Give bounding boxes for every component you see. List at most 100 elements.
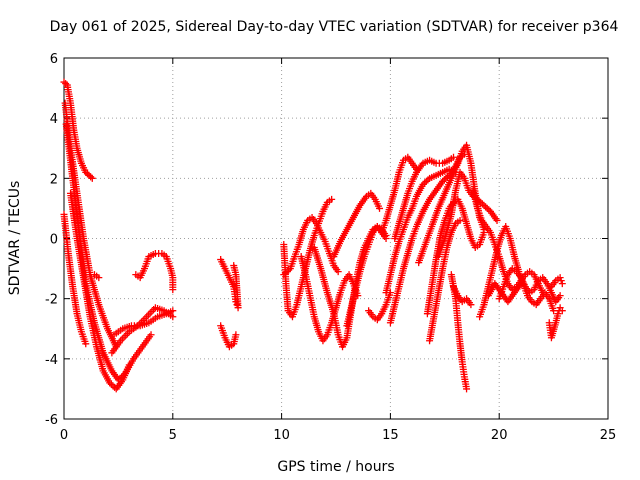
data-point: [147, 331, 155, 339]
series-arc-12: [280, 195, 336, 321]
y-tick-label: 6: [50, 52, 58, 67]
data-point: [376, 204, 384, 212]
data-point: [450, 153, 458, 161]
data-point: [88, 174, 96, 182]
series-arc-32: [484, 280, 525, 306]
data-point: [169, 286, 177, 294]
data-point: [493, 216, 501, 224]
series-arc-01: [60, 78, 96, 182]
y-tick-label: 0: [50, 233, 58, 248]
data-point-fill: [107, 380, 115, 388]
series-arc-22: [391, 153, 458, 242]
x-tick-label: 25: [600, 428, 617, 443]
data-point: [354, 292, 362, 300]
data-point-fill: [421, 179, 429, 187]
series-arc-25: [426, 216, 464, 345]
data-point: [334, 268, 342, 276]
data-point: [60, 78, 68, 86]
data-point: [556, 292, 564, 300]
data-point: [169, 313, 177, 321]
data-point: [280, 271, 288, 279]
data-point: [467, 301, 475, 309]
data-point-fill: [62, 80, 70, 88]
series-arc-05: [67, 189, 133, 393]
data-point: [125, 361, 133, 369]
data-point-fill: [281, 269, 289, 277]
data-point: [230, 262, 238, 270]
data-point-fill: [482, 203, 490, 211]
series-arc-10: [217, 256, 242, 312]
series-arc-06: [82, 271, 103, 282]
y-tick-label: 2: [50, 172, 58, 187]
data-point: [517, 280, 525, 288]
x-tick-label: 20: [491, 428, 508, 443]
data-point: [82, 168, 90, 176]
data-point: [456, 216, 464, 224]
data-point-fill: [285, 266, 293, 274]
data-point: [169, 307, 177, 315]
chart-title: Day 061 of 2025, Sidereal Day-to-day VTE…: [50, 19, 619, 35]
data-point-fill: [87, 173, 95, 181]
series-arc-28: [450, 283, 475, 309]
data-point-fill: [83, 170, 91, 178]
series-arc-21: [386, 150, 468, 327]
data-point: [480, 201, 488, 209]
x-tick-label: 5: [169, 428, 177, 443]
data-point-fill: [422, 177, 430, 185]
data-point: [419, 180, 427, 188]
series-arc-11: [217, 322, 240, 351]
data-point-fill: [283, 268, 291, 276]
data-point: [439, 177, 447, 185]
series-arc-08: [108, 304, 177, 357]
data-point-fill: [483, 204, 491, 212]
y-axis-label: SDTVAR / TECUs: [7, 181, 23, 296]
x-axis-label: GPS time / hours: [277, 459, 394, 475]
series-arc-19: [378, 153, 421, 236]
data-point-fill: [109, 382, 117, 390]
data-point: [382, 231, 390, 239]
plot-frame: [63, 57, 609, 420]
series-arc-20: [382, 165, 460, 297]
data-point: [95, 274, 103, 282]
data-point: [82, 340, 90, 348]
data-point: [463, 385, 471, 393]
data-point: [558, 307, 566, 315]
y-tick-label: -4: [45, 353, 58, 368]
series-arc-30: [476, 222, 558, 321]
data-point: [480, 228, 488, 236]
series-arc-09: [132, 250, 177, 294]
data-point: [328, 195, 336, 203]
y-tick-label: -6: [45, 413, 58, 428]
x-tick-label: 15: [382, 428, 399, 443]
series-arc-26: [434, 168, 501, 261]
series-arc-18: [365, 289, 394, 324]
data-point-fill: [477, 198, 485, 206]
data-point: [556, 274, 564, 282]
data-point-fill: [478, 200, 486, 208]
data-point: [232, 331, 240, 339]
series-arc-34: [547, 274, 566, 291]
data-point: [106, 379, 114, 387]
axis-ticks: 0 5 10 15 20 25 -6 -4 -2 0 2 4 6: [45, 52, 616, 443]
series-arc-14: [297, 253, 362, 345]
data-point-fill: [424, 176, 432, 184]
data-point-fill: [85, 171, 93, 179]
series-arc-33: [545, 304, 566, 342]
y-tick-label: 4: [50, 112, 58, 127]
data-points: [60, 78, 566, 393]
data-point: [554, 310, 562, 318]
data-point: [558, 280, 566, 288]
series-arc-13: [280, 213, 342, 279]
x-tick-label: 0: [60, 428, 68, 443]
series-arc-27: [447, 271, 471, 393]
series-arc-23: [415, 141, 488, 267]
y-tick-label: -2: [45, 293, 58, 308]
data-point-fill: [557, 277, 565, 285]
grid-lines: [64, 58, 608, 419]
series-arc-04: [60, 210, 90, 348]
series-arc-31: [495, 265, 564, 306]
series-arc-16: [330, 189, 384, 261]
x-tick-label: 10: [273, 428, 290, 443]
data-point-fill: [440, 176, 448, 184]
